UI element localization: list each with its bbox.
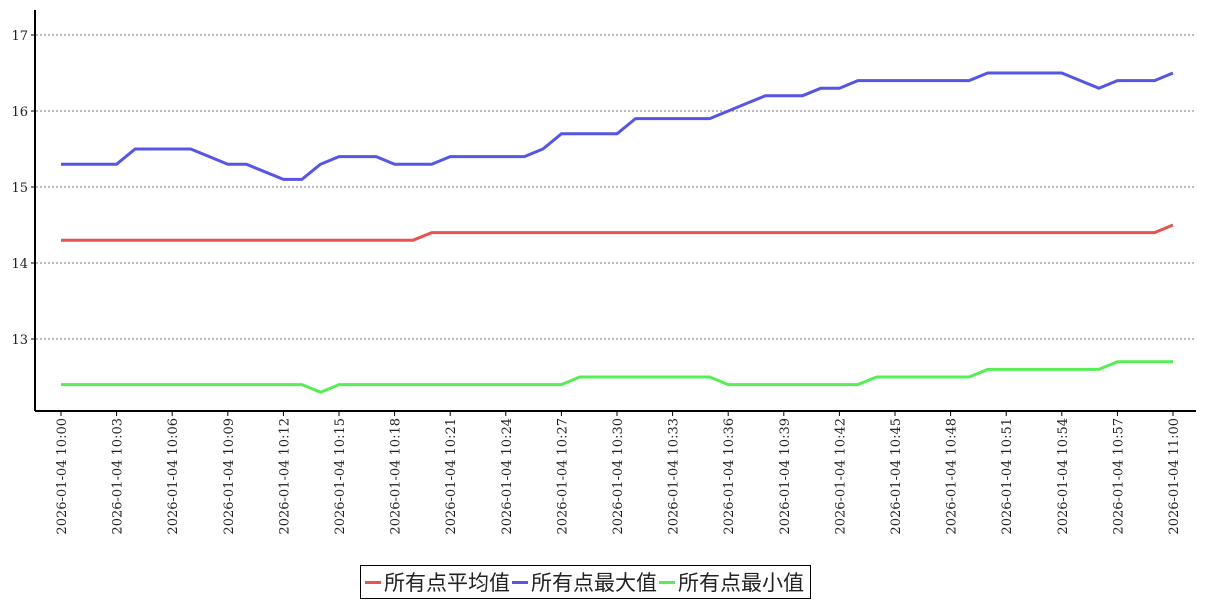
legend-swatch-min: [659, 580, 675, 584]
x-tick-label: 2026-01-04 10:51: [1000, 418, 1015, 535]
legend-swatch-avg: [365, 580, 381, 584]
legend-item-max[interactable]: 所有点最大值: [512, 567, 657, 597]
series-line-min: [61, 360, 1173, 394]
y-tick-label: 16: [11, 105, 28, 120]
x-axis-ticks: 2026-01-04 10:00 2026-01-04 10:03 2026-01-…: [55, 411, 1182, 535]
series-line-max: [61, 71, 1174, 181]
x-tick-label: 2026-01-04 10:33: [667, 418, 682, 535]
x-tick-label: 2026-01-04 10:30: [611, 418, 626, 535]
x-tick-label: 2026-01-04 10:36: [722, 418, 737, 535]
x-tick-label: 2026-01-04 10:24: [500, 418, 515, 535]
series-line-avg: [61, 223, 1174, 242]
x-tick-label: 2026-01-04 10:00: [55, 418, 70, 535]
legend-item-min[interactable]: 所有点最小值: [659, 567, 804, 597]
x-tick-label: 2026-01-04 11:00: [1167, 418, 1182, 535]
x-tick-label: 2026-01-04 10:27: [555, 418, 570, 535]
x-tick-label: 2026-01-04 10:12: [277, 418, 292, 535]
legend-label-avg: 所有点平均值: [384, 571, 510, 595]
y-tick-label: 14: [11, 257, 28, 272]
x-tick-label: 2026-01-04 10:21: [444, 418, 459, 535]
y-tick-label: 15: [11, 181, 28, 196]
x-tick-label: 2026-01-04 10:54: [1056, 418, 1071, 535]
y-tick-label: 13: [11, 333, 28, 348]
x-tick-label: 2026-01-04 10:18: [389, 418, 404, 535]
y-tick-label: 17: [11, 29, 28, 44]
series-lines: [61, 71, 1174, 394]
x-tick-label: 2026-01-04 10:15: [333, 418, 348, 535]
legend-swatch-max: [512, 580, 528, 584]
grid-lines: [36, 34, 1196, 340]
x-tick-label: 2026-01-04 10:45: [889, 418, 904, 535]
y-axis-ticks: 13 14 15 16 17: [11, 29, 35, 348]
x-tick-label: 2026-01-04 10:03: [111, 418, 126, 535]
legend: 所有点平均值 所有点最大值 所有点最小值: [360, 565, 811, 599]
legend-label-min: 所有点最小值: [678, 571, 804, 595]
x-tick-label: 2026-01-04 10:09: [222, 418, 237, 535]
legend-item-avg[interactable]: 所有点平均值: [365, 567, 510, 597]
x-tick-label: 2026-01-04 10:39: [778, 418, 793, 535]
legend-label-max: 所有点最大值: [531, 571, 657, 595]
x-tick-label: 2026-01-04 10:48: [945, 418, 960, 535]
x-tick-label: 2026-01-04 10:57: [1111, 418, 1126, 535]
x-tick-label: 2026-01-04 10:06: [166, 418, 181, 535]
x-tick-label: 2026-01-04 10:42: [833, 418, 848, 535]
